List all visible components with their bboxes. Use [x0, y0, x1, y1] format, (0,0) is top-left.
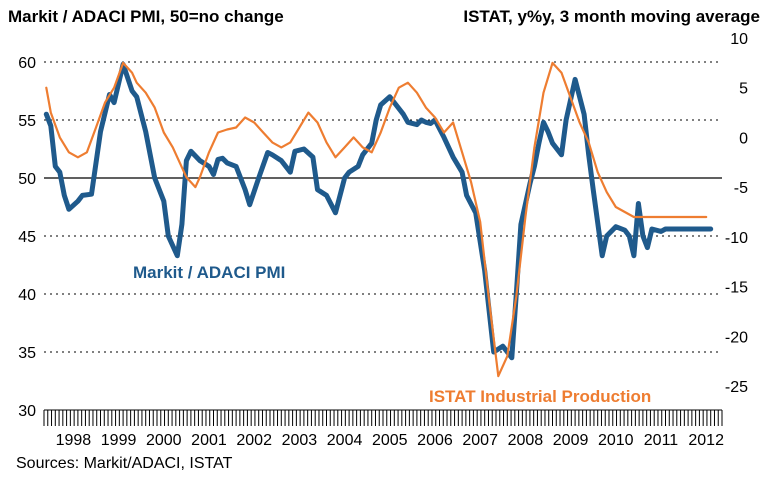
right-axis-tick-label: 0	[739, 130, 748, 147]
right-axis-tick-label: -15	[725, 280, 748, 297]
x-axis-year-label: 2002	[236, 432, 272, 449]
x-axis-year-label: 2000	[146, 432, 182, 449]
series-lines	[43, 61, 714, 378]
x-axis-year-label: 2004	[327, 432, 363, 449]
pmi-series-label: Markit / ADACI PMI	[133, 263, 285, 282]
right-axis-tick-label: -5	[734, 180, 748, 197]
x-axis-year-label: 2006	[417, 432, 453, 449]
x-axis-year-label: 2011	[644, 432, 679, 449]
x-axis-year-label: 2005	[372, 432, 408, 449]
x-axis-year-label: 1998	[56, 432, 92, 449]
x-axis-year-label: 2003	[282, 432, 318, 449]
x-axis-year-label: 2012	[688, 432, 724, 449]
x-axis-year-label: 2001	[191, 432, 227, 449]
series-labels: Markit / ADACI PMI ISTAT Industrial Produ…	[133, 263, 651, 406]
right-axis-tick-label: 10	[730, 31, 748, 48]
industrial-production-series-label: ISTAT Industrial Production	[429, 387, 651, 406]
x-axis-year-label: 1999	[101, 432, 137, 449]
industrial-production-series-line	[45, 61, 708, 378]
left-axis-tick-label: 40	[18, 287, 36, 304]
pmi-series-line	[43, 61, 714, 361]
left-axis-tick-label: 55	[18, 113, 36, 130]
right-axis-tick-label: 5	[739, 81, 748, 98]
right-axis-tick-label: -25	[725, 379, 748, 396]
right-axis: 10 5 0 -5 -10 -15 -20 -25	[725, 31, 748, 396]
right-axis-tick-label: -10	[725, 230, 748, 247]
x-axis-year-label: 2010	[598, 432, 634, 449]
source-note: Sources: Markit/ADACI, ISTAT	[16, 455, 233, 472]
left-axis: 60 55 50 45 40 35 30	[18, 55, 36, 420]
left-axis-tick-label: 35	[18, 345, 36, 362]
right-axis-title: ISTAT, y%y, 3 month moving average	[463, 7, 760, 26]
right-axis-tick-label: -20	[725, 329, 748, 346]
left-axis-tick-label: 30	[18, 403, 36, 420]
left-axis-tick-label: 60	[18, 55, 36, 72]
x-axis-year-label: 2008	[508, 432, 544, 449]
left-axis-tick-label: 45	[18, 229, 36, 246]
x-axis-year-label: 2009	[553, 432, 589, 449]
left-axis-title: Markit / ADACI PMI, 50=no change	[8, 7, 284, 26]
x-axis: 1998 1999 2000 2001 2002 2003 2004 2005 2006 2007…	[43, 409, 724, 449]
x-axis-year-label: 2007	[462, 432, 498, 449]
left-axis-tick-label: 50	[18, 171, 36, 188]
